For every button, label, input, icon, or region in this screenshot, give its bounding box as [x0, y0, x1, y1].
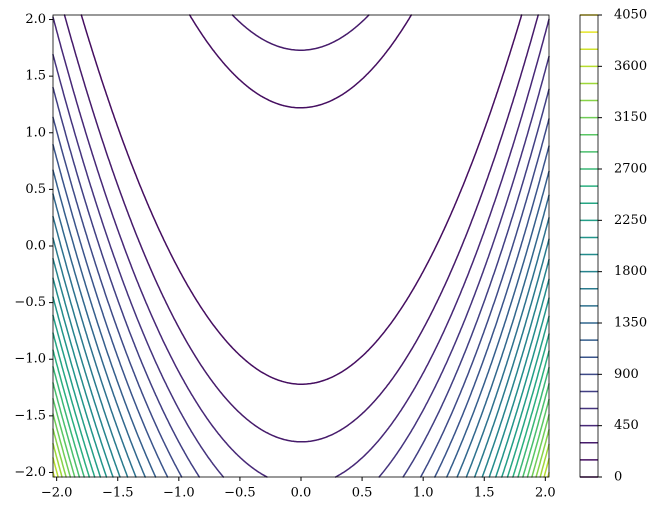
contour-line	[52, 349, 550, 478]
contour-line	[52, 332, 550, 478]
colorbar-tick-label: 450	[614, 418, 639, 433]
contour-line	[80, 14, 523, 385]
contour-line	[52, 169, 550, 478]
contour-line	[52, 257, 550, 478]
x-tick-label: 0.0	[291, 486, 312, 501]
contour-line	[52, 413, 550, 478]
contour-line	[52, 193, 550, 478]
contour-line	[52, 471, 550, 478]
y-tick-label: 1.0	[25, 125, 46, 140]
contour-line	[52, 457, 550, 478]
contour-line	[52, 237, 550, 478]
x-tick-label: 1.5	[474, 486, 495, 501]
y-tick-label: 0.5	[25, 182, 46, 197]
colorbar-tick-label: 1350	[614, 316, 647, 331]
colorbar-tick-label: 0	[614, 470, 622, 485]
colorbar-tick-label: 4050	[614, 8, 647, 23]
y-tick-label: 0.0	[25, 239, 46, 254]
colorbar-tick-label: 3600	[614, 59, 647, 74]
contour-line	[52, 366, 550, 478]
colorbar-tick-label: 2700	[614, 162, 647, 177]
y-tick-label: −0.5	[14, 295, 46, 310]
y-tick-label: 2.0	[25, 12, 46, 27]
colorbar-tick-label: 900	[614, 367, 639, 382]
x-tick-label: −1.5	[102, 486, 134, 501]
contour-line	[52, 53, 550, 478]
contour-line	[52, 277, 550, 478]
contour-line	[52, 428, 550, 478]
y-tick-label: −1.0	[14, 352, 46, 367]
y-tick-label: −1.5	[14, 408, 46, 423]
contour-line	[52, 86, 550, 478]
contour-line	[52, 397, 550, 478]
x-tick-label: 0.5	[352, 486, 373, 501]
contour-line	[52, 382, 550, 478]
contour-line	[52, 442, 550, 478]
contour-line	[52, 143, 550, 478]
colorbar-tick-label: 3150	[614, 110, 647, 125]
y-tick-label: 1.5	[25, 69, 46, 84]
contour-line	[52, 296, 550, 478]
contour-line	[52, 116, 550, 478]
colorbar-tick-label: 1800	[614, 264, 647, 279]
y-tick-label: −2.0	[14, 465, 46, 480]
x-tick-label: −2.0	[41, 486, 73, 501]
x-tick-label: −0.5	[224, 486, 256, 501]
contour-line	[63, 14, 539, 443]
contour-line	[52, 215, 550, 478]
contour-line	[52, 16, 550, 478]
x-tick-label: −1.0	[163, 486, 195, 501]
x-tick-label: 2.0	[535, 486, 556, 501]
colorbar-tick-label: 2250	[614, 213, 647, 228]
colorbar-frame	[579, 14, 599, 478]
contour-line	[52, 314, 550, 478]
x-tick-label: 1.0	[413, 486, 434, 501]
